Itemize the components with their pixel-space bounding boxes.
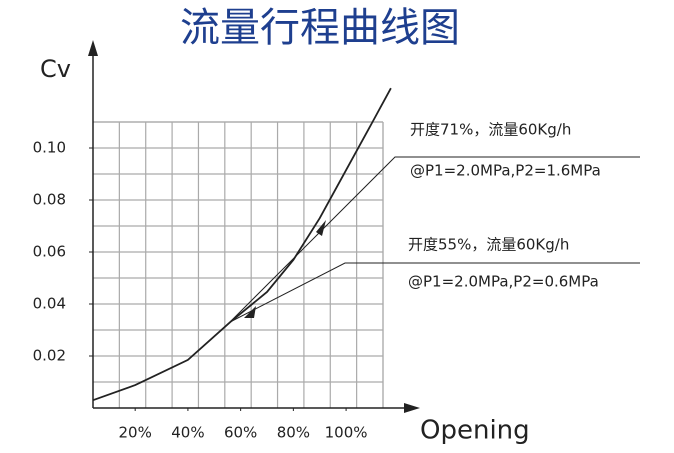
- y-axis-arrow: [88, 40, 98, 56]
- y-axis-label: Cv: [40, 55, 71, 83]
- y-tick-label: 0.08: [33, 191, 66, 209]
- annotation: @P1=2.0MPa,P2=1.6MPa: [410, 162, 601, 180]
- y-tick-label: 0.06: [33, 243, 66, 261]
- annotation: @P1=2.0MPa,P2=0.6MPa: [408, 273, 599, 291]
- grid: [93, 121, 384, 408]
- leader-line: [231, 262, 640, 322]
- chart-title: 流量行程曲线图: [180, 5, 460, 51]
- x-tick-label: 80%: [277, 424, 310, 442]
- curve: [92, 87, 392, 402]
- x-tick-label: 40%: [171, 424, 204, 442]
- x-tick-label: 60%: [224, 424, 257, 442]
- annotation: 开度55%，流量60Kg/h: [408, 236, 569, 254]
- leader-line: [229, 156, 640, 323]
- y-tick-label: 0.10: [33, 139, 66, 157]
- y-tick-label: 0.02: [33, 347, 66, 365]
- y-tick-label: 0.04: [33, 295, 66, 313]
- leader-arrow: [244, 306, 256, 318]
- annotation: 开度71%，流量60Kg/h: [410, 121, 571, 139]
- x-axis-label: Opening: [420, 416, 530, 446]
- x-tick-label: 20%: [119, 424, 152, 442]
- x-axis-arrow: [404, 403, 420, 413]
- leader-arrow: [316, 220, 326, 236]
- x-tick-label: 100%: [325, 424, 368, 442]
